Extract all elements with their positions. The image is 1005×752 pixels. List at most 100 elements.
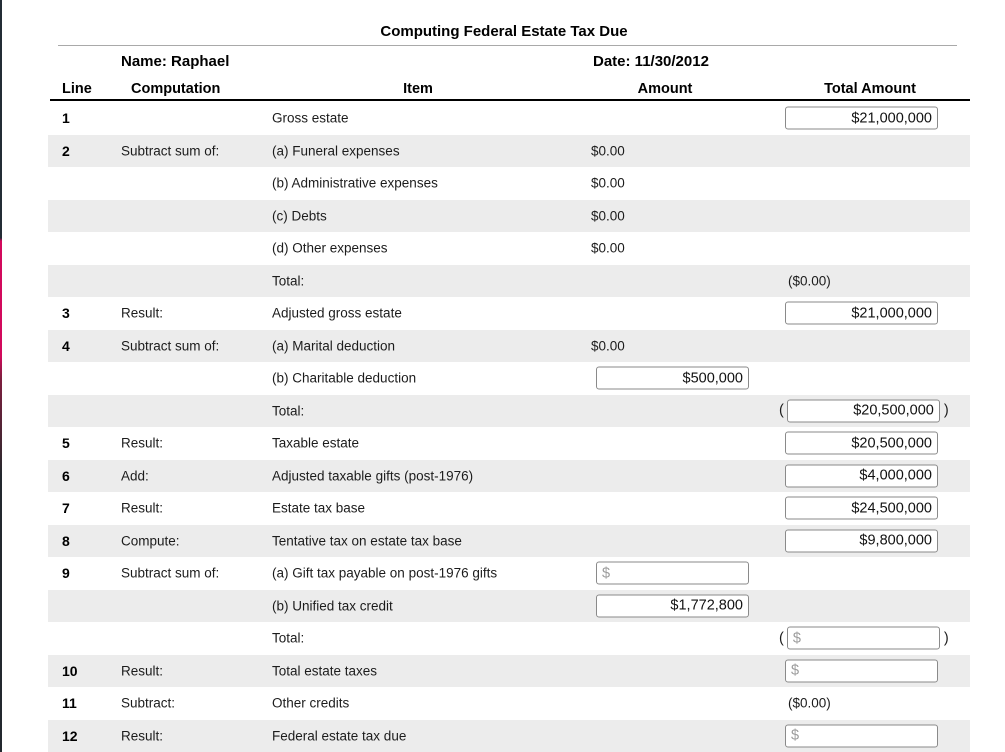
- amount-text: $0.00: [591, 175, 625, 191]
- total-amount-input[interactable]: [785, 431, 938, 455]
- item-label: Adjusted gross estate: [272, 305, 402, 321]
- column-header-computation: Computation: [131, 81, 221, 97]
- total-amount-cell: [777, 464, 969, 488]
- total-amount-cell: (): [777, 626, 969, 650]
- table-row: (c) Debts $0.00: [48, 199, 970, 232]
- computation-label: Result:: [121, 500, 164, 516]
- item-label: (a) Funeral expenses: [272, 143, 400, 159]
- item-label: Federal estate tax due: [272, 728, 407, 744]
- total-amount-input[interactable]: [785, 301, 938, 325]
- table-row: (d) Other expenses $0.00: [48, 232, 970, 265]
- amount-cell: [596, 561, 749, 585]
- table-body: 1 Gross estate 2 Subtract sum of: (a) Fu…: [48, 102, 970, 752]
- left-edge-stripe: [0, 0, 2, 752]
- amount-cell: $0.00: [591, 338, 625, 353]
- total-amount-input[interactable]: [786, 626, 940, 650]
- total-amount-cell: [777, 106, 969, 130]
- item-label: Taxable estate: [272, 435, 360, 451]
- item-label: Gross estate: [272, 110, 349, 126]
- computation-label: Result:: [121, 305, 164, 321]
- total-amount-cell: ($0.00): [777, 696, 969, 711]
- computation-label: Compute:: [121, 533, 180, 549]
- total-amount-input[interactable]: [785, 106, 938, 130]
- amount-input[interactable]: [596, 366, 749, 390]
- table-row: Total: (): [48, 394, 970, 427]
- table-row: 6 Add: Adjusted taxable gifts (post-1976…: [48, 459, 970, 492]
- item-label: (b) Unified tax credit: [272, 598, 393, 614]
- table-row: 4 Subtract sum of: (a) Marital deduction…: [48, 329, 970, 362]
- column-header-total-amount: Total Amount: [824, 81, 916, 97]
- amount-cell: $0.00: [591, 208, 625, 223]
- total-amount-input[interactable]: [785, 659, 938, 683]
- amount-cell: $0.00: [591, 241, 625, 256]
- table-row: 11 Subtract: Other credits ($0.00): [48, 687, 970, 720]
- total-amount-cell: ($0.00): [777, 273, 969, 288]
- line-number: 10: [62, 662, 78, 679]
- total-amount-input[interactable]: [786, 399, 940, 423]
- total-amount-cell: [777, 659, 969, 683]
- close-paren: ): [943, 402, 949, 419]
- table-row: (b) Administrative expenses $0.00: [48, 167, 970, 200]
- table-row: Total: (): [48, 622, 970, 655]
- amount-input[interactable]: [596, 594, 749, 618]
- total-amount-cell: [777, 301, 969, 325]
- column-header-line: Line: [62, 81, 92, 97]
- item-label: Total estate taxes: [272, 663, 378, 679]
- line-number: 6: [62, 467, 70, 484]
- amount-input[interactable]: [596, 561, 749, 585]
- table-row: (b) Charitable deduction: [48, 362, 970, 395]
- name-label: Name: Raphael: [121, 53, 230, 70]
- computation-label: Subtract sum of:: [121, 143, 220, 159]
- item-label: Total:: [272, 273, 305, 289]
- line-number: 2: [62, 142, 70, 159]
- computation-label: Result:: [121, 663, 164, 679]
- header-divider: [50, 99, 970, 101]
- item-label: (a) Gift tax payable on post-1976 gifts: [272, 565, 498, 581]
- amount-cell: [596, 594, 749, 618]
- item-label: (a) Marital deduction: [272, 338, 396, 354]
- line-number: 4: [62, 337, 70, 354]
- amount-cell: $0.00: [591, 143, 625, 158]
- computation-label: Add:: [121, 468, 149, 484]
- table-row: 5 Result: Taxable estate: [48, 427, 970, 460]
- item-label: Estate tax base: [272, 500, 366, 516]
- line-number: 12: [62, 727, 78, 744]
- item-label: Total:: [272, 630, 305, 646]
- open-paren: (: [779, 402, 784, 419]
- item-label: (c) Debts: [272, 208, 327, 224]
- item-label: Adjusted taxable gifts (post-1976): [272, 468, 474, 484]
- line-number: 5: [62, 435, 70, 452]
- total-amount-cell: [777, 431, 969, 455]
- amount-text: $0.00: [591, 240, 625, 256]
- total-amount-input[interactable]: [785, 496, 938, 520]
- table-row: Total: ($0.00): [48, 264, 970, 297]
- table-row: 12 Result: Federal estate tax due: [48, 719, 970, 752]
- table-row: 2 Subtract sum of: (a) Funeral expenses …: [48, 134, 970, 167]
- total-amount-cell: [777, 496, 969, 520]
- total-amount-text: ($0.00): [788, 695, 831, 711]
- line-number: 9: [62, 565, 70, 582]
- total-amount-text: ($0.00): [788, 273, 831, 289]
- column-header-amount: Amount: [637, 81, 693, 97]
- total-amount-input[interactable]: [785, 724, 938, 748]
- total-amount-input[interactable]: [785, 464, 938, 488]
- item-label: Tentative tax on estate tax base: [272, 533, 462, 549]
- line-number: 7: [62, 500, 70, 517]
- item-label: Other credits: [272, 695, 350, 711]
- computation-label: Result:: [121, 728, 164, 744]
- amount-cell: $0.00: [591, 176, 625, 191]
- computation-label: Result:: [121, 435, 164, 451]
- amount-text: $0.00: [591, 143, 625, 159]
- total-amount-cell: (): [777, 399, 969, 423]
- total-amount-cell: [777, 529, 969, 553]
- table-row: 8 Compute: Tentative tax on estate tax b…: [48, 524, 970, 557]
- table-row: 7 Result: Estate tax base: [48, 492, 970, 525]
- computation-label: Subtract sum of:: [121, 338, 220, 354]
- date-label: Date: 11/30/2012: [593, 53, 709, 70]
- line-number: 8: [62, 532, 70, 549]
- item-label: Total:: [272, 403, 305, 419]
- line-number: 1: [62, 110, 70, 127]
- total-amount-input[interactable]: [785, 529, 938, 553]
- item-label: (b) Administrative expenses: [272, 175, 438, 191]
- amount-text: $0.00: [591, 338, 625, 354]
